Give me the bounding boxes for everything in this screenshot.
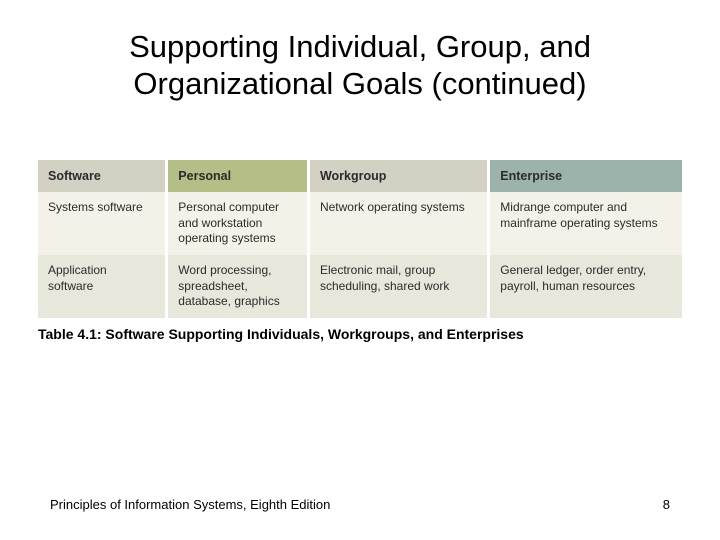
table-row: Application software Word processing, sp… [38,255,682,318]
software-table-container: Software Personal Workgroup Enterprise S… [38,160,682,318]
cell: Systems software [38,192,167,255]
footer-source: Principles of Information Systems, Eight… [50,497,330,512]
cell: General ledger, order entry, payroll, hu… [489,255,682,318]
table-row: Systems software Personal computer and w… [38,192,682,255]
page-number: 8 [663,497,670,512]
col-header-software: Software [38,160,167,192]
col-header-personal: Personal [167,160,309,192]
slide: Supporting Individual, Group, and Organi… [0,0,720,540]
col-header-enterprise: Enterprise [489,160,682,192]
cell: Electronic mail, group scheduling, share… [308,255,488,318]
slide-title: Supporting Individual, Group, and Organi… [60,28,660,102]
software-table: Software Personal Workgroup Enterprise S… [38,160,682,318]
col-header-workgroup: Workgroup [308,160,488,192]
cell: Midrange computer and mainframe operatin… [489,192,682,255]
cell: Application software [38,255,167,318]
cell: Network operating systems [308,192,488,255]
cell: Personal computer and workstation operat… [167,192,309,255]
table-header-row: Software Personal Workgroup Enterprise [38,160,682,192]
table-caption: Table 4.1: Software Supporting Individua… [38,326,682,342]
cell: Word processing, spreadsheet, database, … [167,255,309,318]
